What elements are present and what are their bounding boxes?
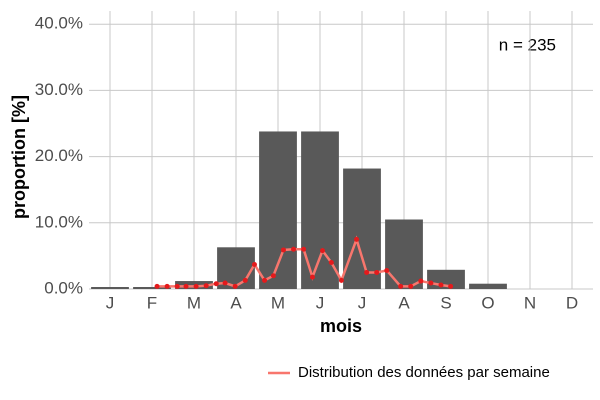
weekly-point (232, 283, 238, 289)
weekly-point (291, 246, 297, 252)
weekly-point (438, 282, 444, 288)
weekly-point (154, 283, 160, 289)
annotation: n = 235 (499, 35, 556, 54)
x-tick-label: S (440, 293, 451, 312)
x-tick-label: N (524, 293, 536, 312)
weekly-point (384, 267, 390, 273)
weekly-point (262, 277, 268, 283)
x-tick-label: J (106, 293, 115, 312)
x-tick-label: F (147, 293, 157, 312)
x-tick-label: J (358, 293, 367, 312)
x-tick-label: M (271, 293, 285, 312)
y-tick-label: 40.0% (35, 14, 83, 33)
weekly-point (280, 247, 286, 253)
weekly-point (398, 283, 404, 289)
legend-label: Distribution des données par semaine (298, 364, 550, 381)
weekly-point (213, 281, 219, 287)
weekly-point (193, 283, 199, 289)
bar (91, 287, 129, 289)
weekly-point (251, 262, 257, 268)
weekly-point (222, 280, 228, 286)
weekly-point (164, 283, 170, 289)
weekly-point (174, 283, 180, 289)
y-tick-label: 10.0% (35, 212, 83, 231)
weekly-point (354, 236, 360, 242)
weekly-point (338, 277, 344, 283)
weekly-point (428, 280, 434, 286)
y-axis-label: proportion [%] (9, 95, 29, 219)
bar (469, 283, 507, 289)
bar (133, 287, 171, 289)
y-tick-label: 20.0% (35, 146, 83, 165)
x-axis-label: mois (320, 316, 362, 336)
y-tick-label: 30.0% (35, 80, 83, 99)
weekly-point (364, 269, 370, 275)
y-tick-label: 0.0% (44, 278, 83, 297)
bar (343, 168, 381, 289)
weekly-point (309, 274, 315, 280)
weekly-point (203, 283, 209, 289)
weekly-point (242, 277, 248, 283)
x-tick-label: O (481, 293, 494, 312)
weekly-point (183, 283, 189, 289)
weekly-point (328, 260, 334, 266)
weekly-point (320, 248, 326, 254)
x-tick-label: D (566, 293, 578, 312)
weekly-point (408, 283, 414, 289)
x-tick-label: M (187, 293, 201, 312)
weekly-point (418, 278, 424, 284)
weekly-point (301, 246, 307, 252)
x-tick-label: A (230, 293, 242, 312)
x-tick-label: A (398, 293, 410, 312)
weekly-point (448, 283, 454, 289)
bar (385, 219, 423, 289)
weekly-point (374, 269, 380, 275)
weekly-point (270, 273, 276, 279)
x-tick-label: J (316, 293, 325, 312)
